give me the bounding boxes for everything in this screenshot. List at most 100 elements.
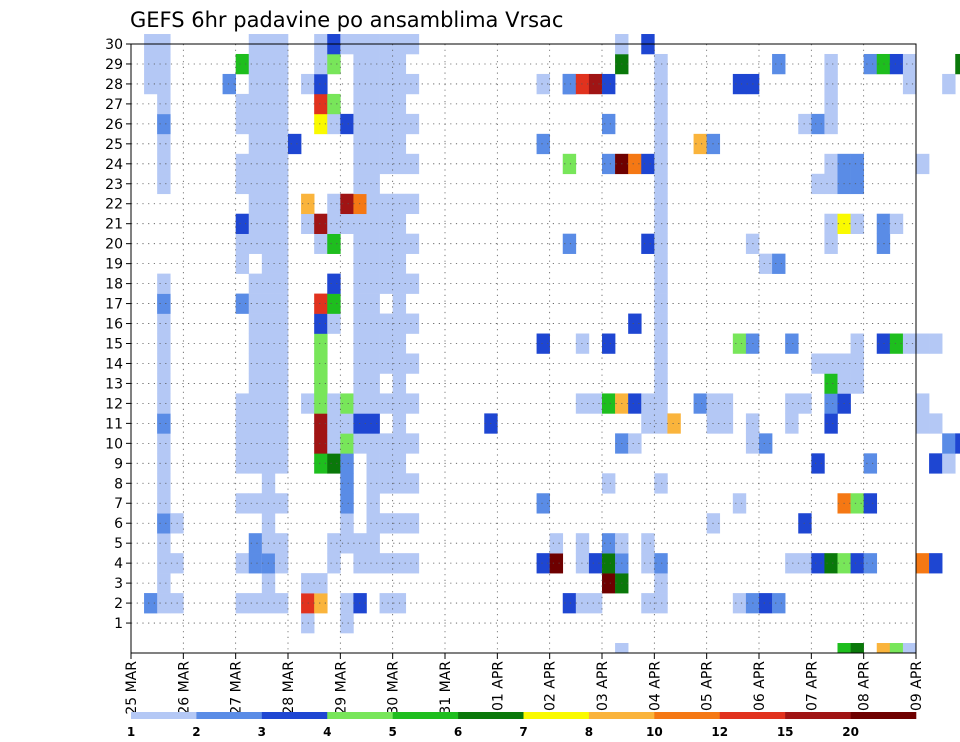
precip-cell (366, 193, 380, 215)
precip-cell (248, 353, 263, 374)
precip-cell (327, 233, 341, 254)
precip-cell (248, 233, 263, 254)
y-tick-label: 9 (114, 456, 123, 472)
y-tick-label: 10 (105, 436, 123, 452)
precip-cell (366, 53, 380, 75)
precip-cell (628, 153, 642, 175)
precip-cell (157, 153, 171, 175)
y-tick-label: 23 (105, 177, 123, 193)
precip-cell (916, 153, 930, 175)
precip-cell (274, 493, 289, 514)
precip-cell (327, 433, 341, 454)
precip-cell (811, 113, 825, 135)
legend-label: 20 (842, 725, 859, 739)
precip-cell (157, 333, 171, 354)
precip-cell (641, 393, 655, 414)
precip-cell (562, 73, 577, 95)
precip-cell (654, 153, 668, 175)
precip-cell (575, 73, 590, 95)
precip-cell (902, 53, 917, 75)
precip-cell (248, 213, 263, 234)
legend-swatch (261, 712, 328, 719)
precip-cell (314, 53, 328, 75)
precip-cell (602, 333, 616, 354)
legend-swatch (458, 712, 524, 719)
y-tick-label: 5 (114, 536, 123, 552)
precip-cell (405, 513, 420, 534)
precip-cell (405, 113, 420, 135)
precip-cell (549, 553, 564, 574)
precip-cell (379, 73, 393, 95)
precip-cell (366, 313, 380, 334)
precip-cell (314, 353, 328, 374)
precip-cell (366, 213, 380, 234)
precip-cell (575, 333, 590, 354)
precip-cell (549, 533, 564, 554)
legend-label: 7 (519, 725, 527, 739)
precip-cell (536, 553, 550, 574)
legend-label: 1 (127, 725, 135, 739)
precip-cell (157, 393, 171, 414)
precip-cell (562, 233, 577, 254)
precip-cell (942, 453, 956, 474)
precip-cell (144, 73, 158, 95)
precip-cell (314, 393, 328, 414)
precip-cell (654, 93, 668, 115)
precip-cell (916, 393, 930, 414)
precip-cell (274, 73, 289, 95)
precip-cell (379, 53, 393, 75)
cells-layer (144, 34, 960, 654)
precip-cell (654, 173, 668, 195)
legend-swatch (654, 712, 721, 719)
y-tick-label: 19 (105, 257, 123, 273)
precip-cell (850, 493, 864, 514)
precip-cell (863, 553, 878, 574)
precip-cell (824, 393, 838, 414)
y-tick-label: 1 (114, 616, 123, 632)
precip-cell (654, 253, 668, 274)
precip-cell (654, 313, 668, 334)
precip-cell (785, 393, 799, 414)
y-tick-label: 21 (105, 217, 123, 233)
x-tick-label: 25 MAR (124, 661, 140, 715)
precip-cell (824, 553, 838, 574)
precip-cell (379, 473, 393, 494)
precip-cell (248, 293, 263, 314)
precip-cell (274, 153, 289, 175)
precip-cell (157, 473, 171, 494)
precip-cell (366, 153, 380, 175)
precip-cell (405, 233, 420, 254)
precip-cell (340, 493, 354, 514)
precip-cell (366, 373, 380, 394)
precip-cell (248, 533, 263, 554)
precip-cell (654, 213, 668, 234)
precip-cell (274, 213, 289, 234)
precip-cell (248, 153, 263, 175)
precip-cell (235, 253, 250, 274)
precip-cell (157, 53, 171, 75)
precip-cell (654, 333, 668, 354)
precip-cell (850, 353, 864, 374)
precip-cell (366, 413, 380, 434)
precip-cell (340, 113, 354, 135)
precip-cell (327, 393, 341, 414)
legend-label: 15 (777, 725, 794, 739)
precip-cell (929, 413, 943, 434)
precip-cell (340, 393, 354, 414)
precip-cell (366, 293, 380, 314)
precip-cell (366, 553, 380, 574)
x-ticks: 25 MAR 26 MAR 27 MAR 28 MAR 29 MAR 30 MAR 31 M… (124, 653, 925, 715)
precip-cell (248, 273, 263, 294)
precip-cell (824, 153, 838, 175)
precip-cell (314, 593, 328, 614)
precip-cell (798, 113, 812, 135)
precip-cell (824, 73, 838, 95)
precip-cell (235, 413, 250, 434)
precip-cell (157, 513, 171, 534)
precip-cell (274, 113, 289, 135)
precip-cell (405, 393, 420, 414)
precip-cell (824, 373, 838, 394)
precip-cell (824, 413, 838, 434)
y-tick-label: 25 (105, 137, 123, 153)
precip-cell (235, 593, 250, 614)
